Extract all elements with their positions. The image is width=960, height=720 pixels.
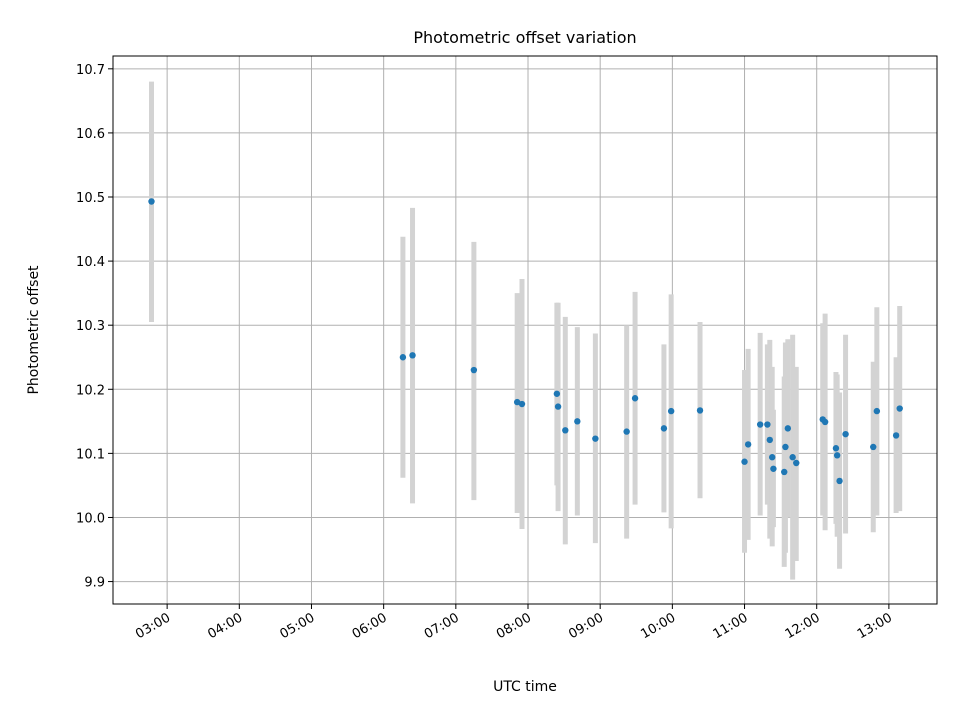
y-axis-label: Photometric offset [26,265,42,395]
data-points [148,198,903,485]
data-point [592,435,599,442]
y-tick-label: 10.3 [76,319,105,334]
data-point [660,425,668,432]
data-point [554,403,562,410]
data-point [562,427,569,434]
data-point [756,421,764,428]
data-point [574,418,581,425]
data-point [148,198,155,205]
y-tick-label: 10.0 [76,511,105,526]
grid [113,56,937,604]
y-tick-label: 10.2 [76,383,105,398]
data-point [770,465,777,472]
data-point [784,425,792,432]
y-tick-label: 10.4 [76,255,105,270]
data-point [631,395,639,402]
y-axis-ticks: 9.9 10.0 10.1 10.2 10.3 10.4 10.5 10.6 10.7 [76,63,113,591]
data-point [409,352,416,359]
data-point [764,421,771,428]
data-point [782,443,789,451]
data-point [832,445,840,452]
data-point [623,428,630,435]
y-tick-label: 10.1 [76,447,105,462]
data-point [667,407,675,415]
data-point [744,441,752,448]
data-point [470,366,478,374]
data-point [513,398,521,406]
data-point [399,354,407,361]
data-point [870,443,877,451]
data-point [553,390,561,397]
data-point [896,405,903,412]
y-tick-label: 9.9 [84,576,105,591]
data-point [842,430,849,438]
data-point [873,407,881,415]
data-point [793,459,800,467]
y-tick-label: 10.5 [76,191,105,206]
chart-title: Photometric offset variation [413,28,636,47]
data-point [518,400,526,408]
data-point [892,432,900,439]
data-point [769,454,776,461]
data-point [789,454,796,461]
data-point [821,418,829,426]
y-tick-label: 10.7 [76,63,105,78]
y-tick-label: 10.6 [76,127,105,142]
plot-frame [112,55,938,605]
data-point [836,477,843,485]
data-point [781,468,788,476]
data-point [833,452,841,459]
data-point [696,407,704,414]
data-point [741,458,748,465]
data-point [766,436,773,444]
x-axis-label: UTC time [493,679,557,695]
